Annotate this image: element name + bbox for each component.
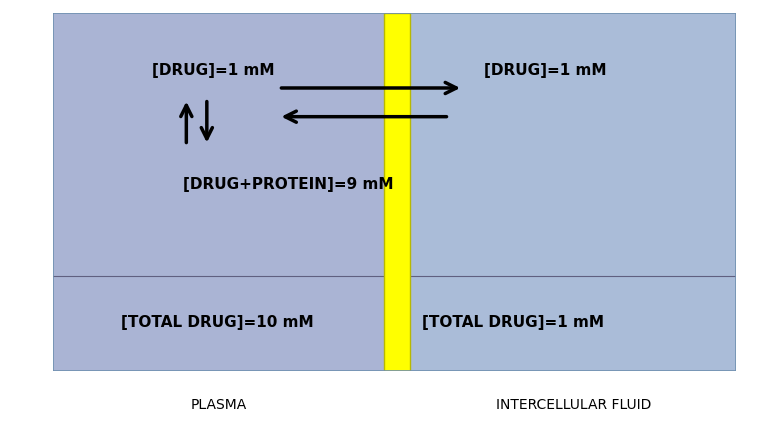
Bar: [411, 13, 736, 276]
Text: [TOTAL DRUG]=1 mM: [TOTAL DRUG]=1 mM: [422, 315, 604, 330]
Bar: [53, 13, 384, 276]
Bar: [53, 276, 384, 371]
Bar: [384, 13, 411, 371]
Text: INTERCELLULAR FLUID: INTERCELLULAR FLUID: [496, 398, 651, 412]
Text: [TOTAL DRUG]=10 mM: [TOTAL DRUG]=10 mM: [121, 315, 314, 330]
Text: [DRUG]=1 mM: [DRUG]=1 mM: [153, 62, 275, 78]
Text: [DRUG]=1 mM: [DRUG]=1 mM: [483, 62, 606, 78]
Bar: [411, 276, 736, 371]
Text: PLASMA: PLASMA: [191, 398, 247, 412]
Text: [DRUG+PROTEIN]=9 mM: [DRUG+PROTEIN]=9 mM: [183, 177, 393, 192]
